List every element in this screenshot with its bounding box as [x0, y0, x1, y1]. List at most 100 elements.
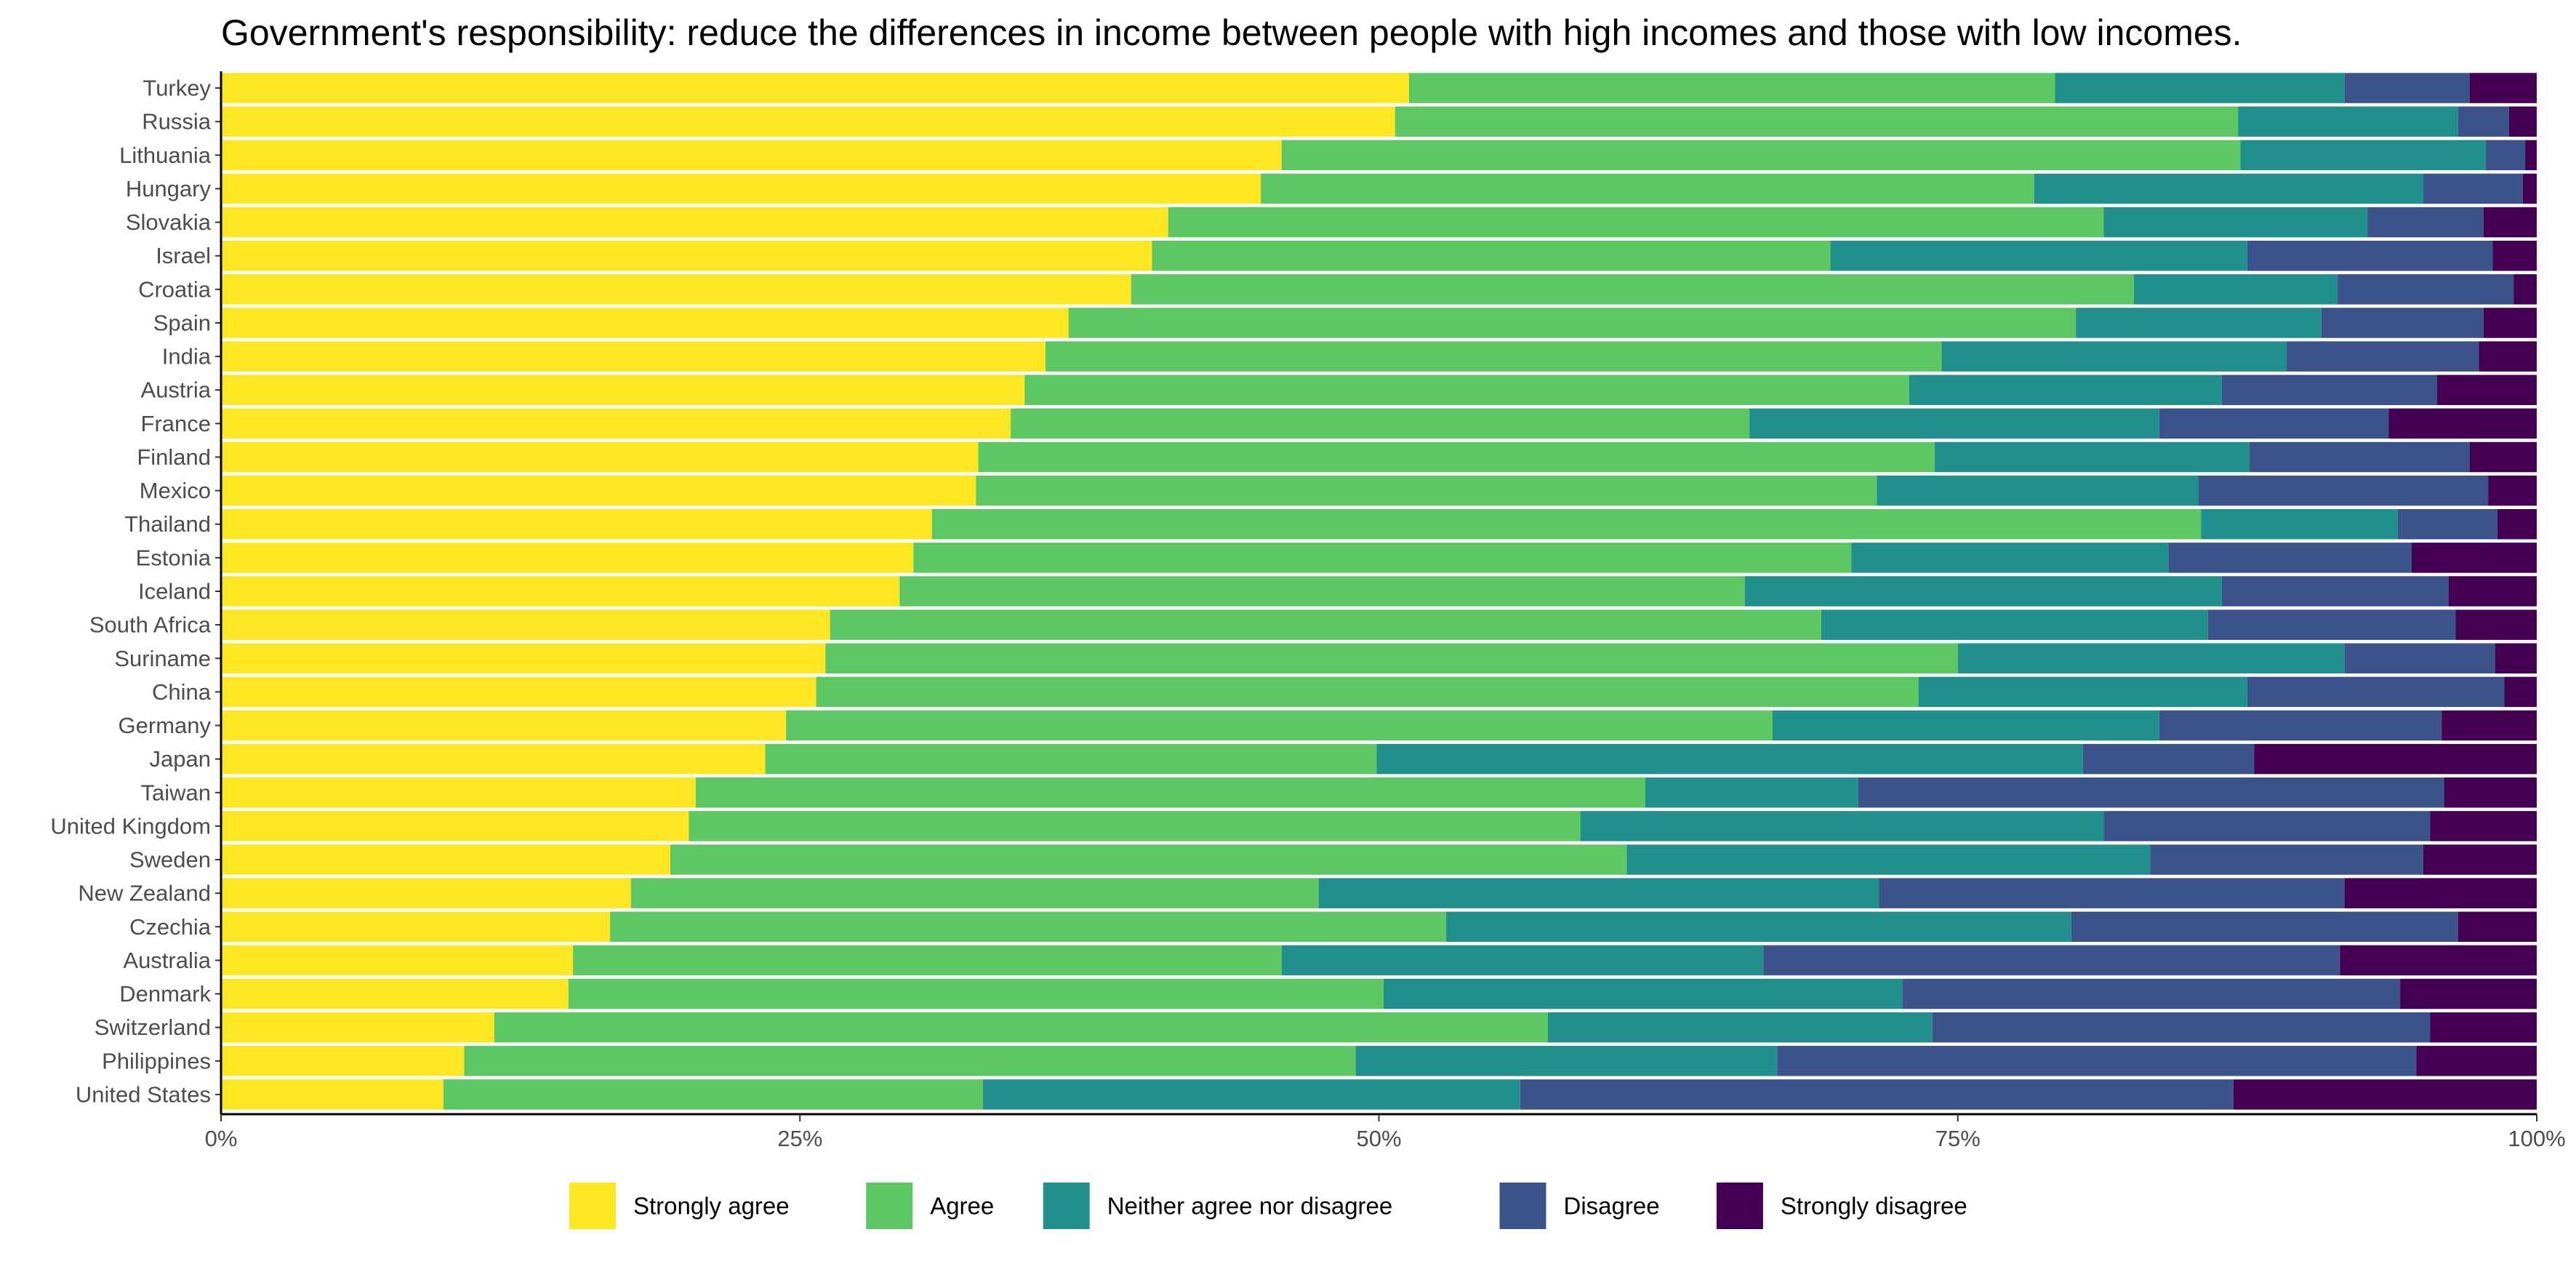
bar-india-agree [1045, 341, 1942, 372]
y-label-denmark: Denmark [119, 981, 211, 1007]
bar-new-zealand-strongly-agree [221, 878, 631, 908]
bar-south-africa-neither-agree-nor-disagree [1821, 609, 2208, 640]
bar-israel-agree [1152, 240, 1831, 271]
y-label-india: India [162, 344, 212, 369]
bar-iceland-agree [899, 576, 1745, 607]
bar-france-neither-agree-nor-disagree [1749, 408, 2159, 439]
bar-israel-neither-agree-nor-disagree [1830, 240, 2247, 271]
bar-germany-agree [786, 710, 1773, 741]
bar-turkey-neither-agree-nor-disagree [2055, 73, 2345, 103]
y-label-croatia: Croatia [138, 276, 212, 302]
y-label-germany: Germany [119, 713, 212, 738]
bar-israel-strongly-agree [221, 240, 1152, 271]
bar-south-africa-agree [830, 609, 1821, 640]
bar-turkey-agree [1408, 73, 2055, 103]
bar-mexico-agree [976, 475, 1877, 506]
x-tick-label-75: 75% [1935, 1126, 1981, 1151]
x-axis: 0% 25% 50% 75% 100% [205, 71, 2566, 1151]
bar-slovakia-disagree [2367, 207, 2484, 238]
bar-estonia-strongly-disagree [2412, 543, 2537, 573]
bar-lithuania-strongly-disagree [2525, 140, 2537, 171]
bar-estonia-neither-agree-nor-disagree [1851, 543, 2169, 573]
bar-sweden-disagree [2150, 844, 2423, 875]
bar-suriname-neither-agree-nor-disagree [1957, 643, 2345, 674]
x-tick-label-50: 50% [1356, 1126, 1401, 1151]
bar-thailand-strongly-agree [221, 508, 932, 540]
bar-switzerland-strongly-agree [221, 1012, 494, 1043]
legend-label-strongly-disagree: Strongly disagree [1781, 1193, 1967, 1220]
bar-croatia-strongly-agree [221, 274, 1131, 305]
bar-united-states-strongly-disagree [2233, 1079, 2537, 1110]
bar-sweden-strongly-disagree [2423, 844, 2537, 875]
bar-croatia-neither-agree-nor-disagree [2133, 274, 2338, 305]
bar-estonia-strongly-agree [221, 543, 914, 573]
bar-croatia-strongly-disagree [2513, 274, 2537, 305]
bar-finland-strongly-agree [221, 441, 979, 473]
y-label-finland: Finland [137, 444, 211, 470]
bar-thailand-disagree [2397, 508, 2497, 540]
bar-new-zealand-agree [630, 878, 1319, 908]
bar-croatia-agree [1131, 274, 2134, 305]
bar-russia-disagree [2457, 106, 2509, 137]
bar-austria-strongly-agree [221, 375, 1025, 405]
bar-mexico-neither-agree-nor-disagree [1877, 475, 2199, 506]
bar-switzerland-disagree [1932, 1012, 2431, 1043]
legend-label-neither-agree-nor-disagree: Neither agree nor disagree [1107, 1193, 1393, 1220]
bar-hungary-strongly-disagree [2522, 173, 2537, 204]
bar-czechia-strongly-disagree [2457, 911, 2537, 943]
bar-united-states-agree [443, 1079, 983, 1110]
y-label-czechia: Czechia [129, 914, 212, 940]
bar-philippines-disagree [1777, 1046, 2417, 1076]
legend-label-disagree: Disagree [1564, 1193, 1660, 1220]
bar-spain-strongly-agree [221, 308, 1069, 338]
y-label-estonia: Estonia [136, 545, 212, 570]
bar-new-zealand-strongly-disagree [2344, 878, 2537, 908]
bar-taiwan-neither-agree-nor-disagree [1645, 777, 1858, 808]
bar-suriname-strongly-agree [221, 643, 826, 674]
bar-china-strongly-agree [221, 676, 816, 708]
y-label-south-africa: South Africa [89, 612, 212, 638]
bar-germany-strongly-disagree [2441, 710, 2537, 741]
legend-key-strongly-agree [569, 1183, 616, 1229]
y-label-russia: Russia [142, 109, 212, 135]
bar-spain-strongly-disagree [2483, 308, 2537, 338]
bar-slovakia-agree [1168, 207, 2104, 238]
bar-france-agree [1011, 408, 1750, 439]
bar-philippines-neither-agree-nor-disagree [1355, 1046, 1778, 1076]
bar-czechia-neither-agree-nor-disagree [1445, 911, 2071, 943]
bar-denmark-strongly-disagree [2400, 978, 2537, 1009]
legend-label-agree: Agree [930, 1193, 994, 1220]
bar-finland-disagree [2250, 441, 2470, 473]
bar-hungary-neither-agree-nor-disagree [2034, 173, 2423, 204]
bar-taiwan-strongly-agree [221, 777, 696, 808]
bar-france-disagree [2159, 408, 2389, 439]
bar-germany-disagree [2159, 710, 2442, 741]
bar-finland-agree [978, 441, 1935, 473]
bar-china-strongly-disagree [2504, 676, 2537, 708]
bar-united-kingdom-strongly-agree [221, 811, 689, 841]
bar-united-kingdom-strongly-disagree [2430, 811, 2537, 841]
bar-iceland-strongly-agree [221, 576, 900, 607]
y-axis-labels: Turkey Russia Lithuania Hungary Slovakia Isra… [50, 76, 221, 1107]
y-label-taiwan: Taiwan [141, 780, 212, 805]
bar-czechia-disagree [2071, 911, 2458, 943]
legend-key-strongly-disagree [1716, 1183, 1763, 1229]
bar-austria-agree [1024, 375, 1909, 405]
bar-australia-agree [573, 945, 1282, 976]
y-label-switzerland: Switzerland [95, 1015, 211, 1040]
y-label-united-states: United States [76, 1081, 211, 1107]
y-label-suriname: Suriname [114, 646, 211, 671]
bar-switzerland-neither-agree-nor-disagree [1548, 1012, 1933, 1043]
bar-thailand-strongly-disagree [2497, 508, 2537, 540]
bar-france-strongly-agree [221, 408, 1011, 439]
bar-japan-strongly-disagree [2254, 743, 2537, 775]
bar-japan-neither-agree-nor-disagree [1376, 743, 2083, 775]
bar-china-disagree [2247, 676, 2505, 708]
bar-taiwan-agree [695, 777, 1645, 808]
y-label-japan: Japan [150, 746, 211, 772]
bar-mexico-strongly-disagree [2488, 475, 2537, 506]
bar-france-strongly-disagree [2388, 408, 2537, 439]
legend-key-neither-agree-nor-disagree [1043, 1183, 1090, 1229]
bar-united-states-neither-agree-nor-disagree [982, 1079, 1520, 1110]
bar-sweden-neither-agree-nor-disagree [1626, 844, 2151, 875]
